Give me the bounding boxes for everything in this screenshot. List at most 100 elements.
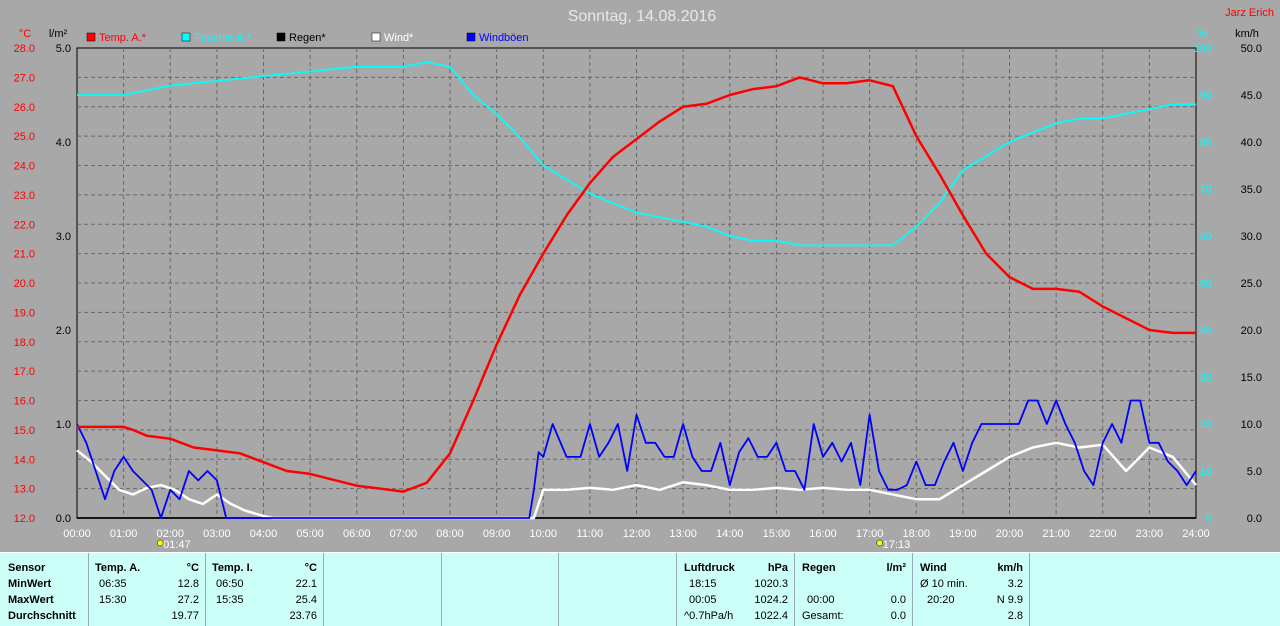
pressure-header: Luftdruck xyxy=(684,562,735,574)
legend-swatch xyxy=(86,32,96,42)
legend-label: Wind* xyxy=(384,32,414,44)
temp-i-max-time: 15:35 xyxy=(216,594,244,606)
temp-tick-label: 25.0 xyxy=(14,131,35,143)
temp-tick-label: 23.0 xyxy=(14,190,35,202)
pressure-min-value: 1020.3 xyxy=(754,578,788,590)
sun-markers: 01:47 17:13 xyxy=(156,539,911,551)
rain-axis-unit: l/m² xyxy=(49,28,68,40)
legend-swatch xyxy=(181,32,191,42)
temp-a-max-time: 15:30 xyxy=(99,594,127,606)
temp-tick-label: 28.0 xyxy=(14,43,35,55)
time-tick-label: 15:00 xyxy=(763,528,791,540)
temp-tick-label: 16.0 xyxy=(14,396,35,408)
sunrise-time-label: 01:47 xyxy=(163,539,191,551)
chart-grid xyxy=(76,47,1197,519)
sunset-time-label: 17:13 xyxy=(883,539,911,551)
legend-label: Regen* xyxy=(289,32,326,44)
humidity-tick-label: 40 xyxy=(1200,325,1212,337)
wind-tick-label: 15.0 xyxy=(1241,372,1262,384)
temp-tick-label: 22.0 xyxy=(14,219,35,231)
empty-column-2 xyxy=(442,553,559,626)
wind-max-time: 20:20 xyxy=(927,594,955,606)
temp-i-average: 23.76 xyxy=(289,610,317,622)
legend-swatch xyxy=(466,32,476,42)
time-tick-label: 04:00 xyxy=(250,528,278,540)
temp-tick-label: 26.0 xyxy=(14,102,35,114)
time-tick-label: 08:00 xyxy=(436,528,464,540)
rain-unit: l/m² xyxy=(886,562,906,574)
wind-tick-label: 20.0 xyxy=(1241,325,1262,337)
series-line-feuchtea xyxy=(77,61,1196,247)
wind-tick-label: 35.0 xyxy=(1241,184,1262,196)
sensor-column: Sensor MinWert MaxWert Durchschnitt xyxy=(0,553,89,626)
temp-tick-label: 14.0 xyxy=(14,454,35,466)
temp-tick-label: 24.0 xyxy=(14,161,35,173)
rain-max-value: 0.0 xyxy=(890,594,906,606)
pressure-trend-label: ^0.7hPa/h xyxy=(684,610,734,622)
wind-header: Wind xyxy=(920,562,947,574)
legend-swatch xyxy=(276,32,286,42)
temp-a-header: Temp. A. xyxy=(95,562,141,574)
time-tick-label: 18:00 xyxy=(902,528,930,540)
legend-label: Feuchte A.* xyxy=(194,32,252,44)
wind-avg-value: 3.2 xyxy=(1007,578,1023,590)
temp-tick-label: 21.0 xyxy=(14,249,35,261)
temp-a-min-value: 12.8 xyxy=(177,578,199,590)
wind-unit: km/h xyxy=(997,562,1023,574)
rain-total-label: Gesamt: xyxy=(802,610,844,622)
row-label-max: MaxWert xyxy=(8,594,54,606)
humidity-tick-label: 70 xyxy=(1200,184,1212,196)
legend-label: Windböen xyxy=(479,32,529,44)
wind-avg-label: Ø 10 min. xyxy=(920,578,968,590)
time-tick-label: 05:00 xyxy=(296,528,324,540)
humidity-tick-label: 20 xyxy=(1200,419,1212,431)
chart-series xyxy=(76,61,1197,520)
humidity-tick-label: 30 xyxy=(1200,372,1212,384)
time-tick-label: 21:00 xyxy=(1042,528,1070,540)
time-tick-label: 12:00 xyxy=(623,528,651,540)
temp-tick-label: 12.0 xyxy=(14,513,35,525)
wind-tick-label: 50.0 xyxy=(1241,43,1262,55)
time-tick-label: 00:00 xyxy=(63,528,91,540)
pressure-min-time: 18:15 xyxy=(689,578,717,590)
temp-tick-label: 17.0 xyxy=(14,366,35,378)
time-tick-label: 14:00 xyxy=(716,528,744,540)
humidity-tick-label: 100 xyxy=(1194,43,1212,55)
statistics-panel: Sensor MinWert MaxWert Durchschnitt Temp… xyxy=(0,552,1280,626)
time-tick-label: 22:00 xyxy=(1089,528,1117,540)
author-label: Jarz Erich xyxy=(1225,7,1274,19)
wind-tick-label: 0.0 xyxy=(1247,513,1262,525)
chart-legend: Temp. A.* Feuchte A.* Regen* Wind* Windböen xyxy=(86,32,529,44)
pressure-unit: hPa xyxy=(767,562,788,574)
humidity-tick-label: 10 xyxy=(1200,466,1212,478)
rain-tick-label: 1.0 xyxy=(56,419,71,431)
legend-swatch xyxy=(371,32,381,42)
humidity-tick-label: 0 xyxy=(1206,513,1212,525)
wind-column: Wind km/h Ø 10 min. 3.2 20:20 N 9.9 2.8 xyxy=(913,553,1030,626)
wind-tick-label: 40.0 xyxy=(1241,137,1262,149)
axis-tick-labels: 28.0 27.0 26.0 25.0 24.0 23.0 22.0 21.0 20.0 19.0… xyxy=(14,43,1262,540)
pressure-max-value: 1024.2 xyxy=(754,594,788,606)
humidity-axis-unit: % xyxy=(1197,28,1207,40)
temp-tick-label: 27.0 xyxy=(14,72,35,84)
wind-tick-label: 5.0 xyxy=(1247,466,1262,478)
time-tick-label: 16:00 xyxy=(809,528,837,540)
temp-i-min-time: 06:50 xyxy=(216,578,244,590)
humidity-tick-label: 60 xyxy=(1200,231,1212,243)
empty-column-3 xyxy=(559,553,677,626)
time-tick-label: 10:00 xyxy=(529,528,557,540)
chart-title: Sonntag, 14.08.2016 xyxy=(568,8,717,25)
time-tick-label: 06:00 xyxy=(343,528,371,540)
temp-a-max-value: 27.2 xyxy=(177,594,199,606)
rain-column: Regen l/m² 00:00 0.0 Gesamt: 0.0 xyxy=(795,553,913,626)
wind-tick-label: 45.0 xyxy=(1241,90,1262,102)
empty-column-1 xyxy=(324,553,442,626)
time-tick-label: 11:00 xyxy=(577,528,604,540)
time-tick-label: 24:00 xyxy=(1182,528,1210,540)
temp-i-column: Temp. I. °C 06:50 22.1 15:35 25.4 23.76 xyxy=(206,553,324,626)
temp-tick-label: 19.0 xyxy=(14,307,35,319)
row-label-avg: Durchschnitt xyxy=(8,610,76,622)
wind-axis-unit: km/h xyxy=(1235,28,1259,40)
pressure-column: Luftdruck hPa 18:15 1020.3 00:05 1024.2 … xyxy=(677,553,795,626)
temp-tick-label: 20.0 xyxy=(14,278,35,290)
